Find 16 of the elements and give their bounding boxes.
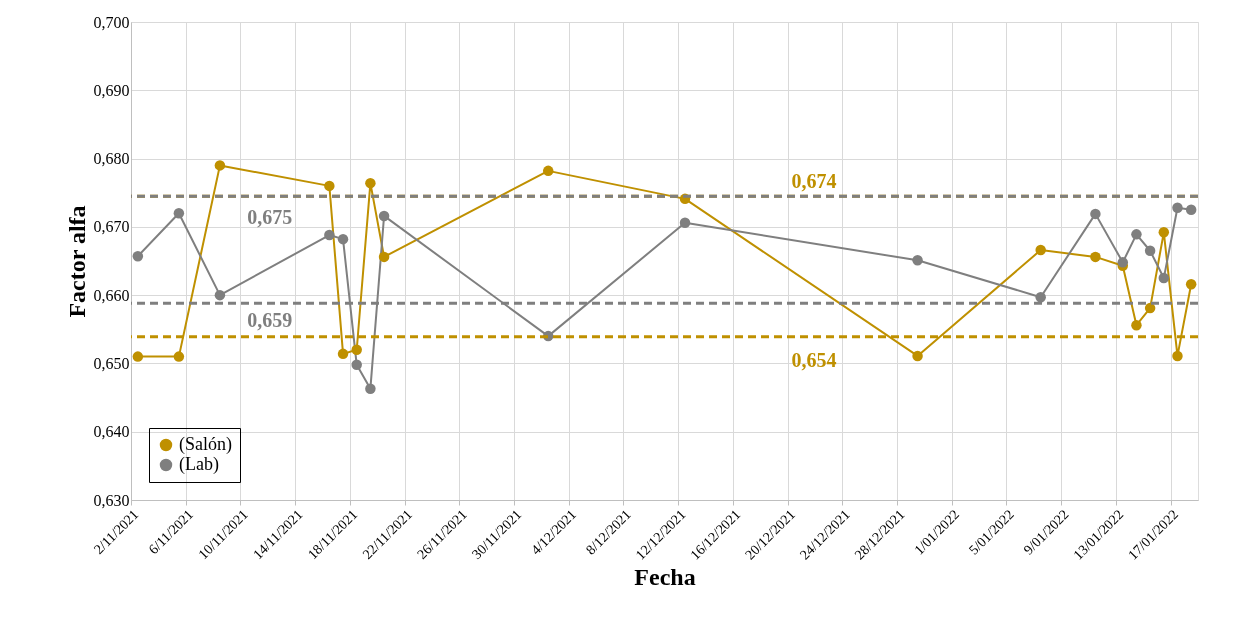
y-tick-label: 0,690	[93, 81, 130, 99]
ref-line-label: 0,659	[247, 309, 293, 332]
legend-label: (Salón)	[179, 434, 232, 455]
y-tick-label: 0,700	[93, 13, 130, 31]
y-tick-label: 0,680	[93, 150, 130, 168]
y-tick-label: 0,670	[93, 218, 130, 236]
ref-line-label: 0,674	[791, 170, 837, 193]
x-axis-title: Fecha	[634, 564, 696, 591]
ref-line-label: 0,675	[247, 206, 293, 229]
y-axis-title: Factor alfa	[63, 205, 90, 318]
y-tick-label: 0,650	[93, 354, 130, 372]
y-tick-label: 0,640	[93, 423, 130, 441]
y-tick-label: 0,660	[93, 286, 130, 304]
y-tick-label: 0,630	[93, 491, 130, 509]
ref-line-label: 0,654	[791, 348, 837, 371]
legend-label: (Lab)	[179, 454, 219, 475]
